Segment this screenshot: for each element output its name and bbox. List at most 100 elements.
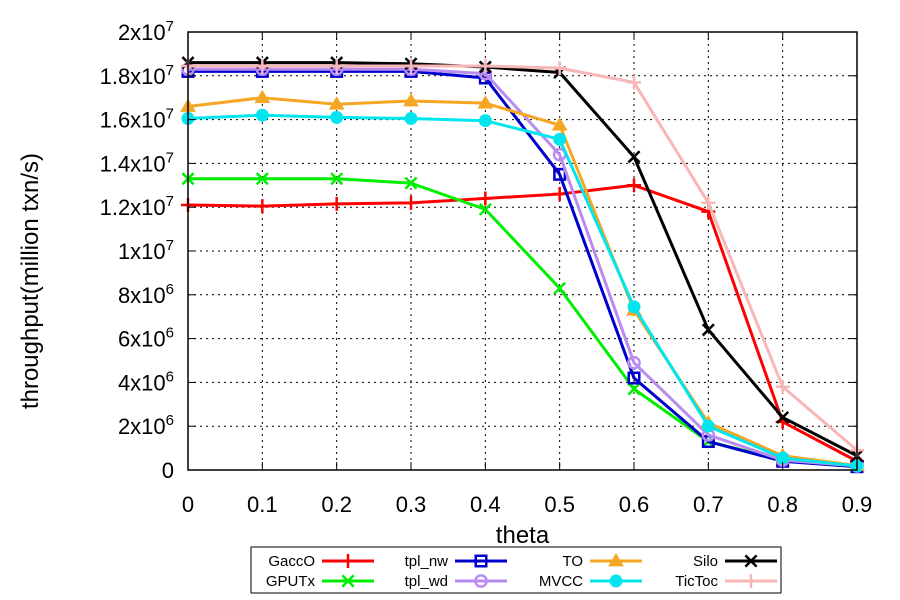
series-gputx [181,172,864,474]
x-tick-label: 0.4 [470,492,501,517]
y-tick-label: 8x106 [118,281,174,308]
data-point-mvcc [478,114,492,128]
data-point-mvcc [255,108,269,122]
y-tick-label: 2x106 [118,412,174,439]
legend-marker-tpl-wd [474,574,488,588]
data-point-tpl-wd [627,355,641,370]
series-lines [180,56,865,474]
series-line-to [187,96,858,468]
legend-label-silo: Silo [693,553,718,570]
legend-marker-gputx [341,574,355,588]
series-gacco [181,178,864,469]
x-tick-label: 0.2 [321,492,352,517]
legend-item-tictoc: TicToc [675,573,777,590]
series-line-tpl-nw [188,69,858,469]
data-point-tpl-nw [627,371,641,385]
data-point-tictoc [775,379,790,394]
legend-item-gputx: GPUTx [266,573,374,590]
legend-label-tictoc: TicToc [675,573,718,590]
series-tpl-nw [181,64,864,474]
legend: GaccO GPUTx tpl_nw tpl_wd TO MVCC Silo TicToc [250,546,782,594]
data-point-to [551,117,568,131]
data-point-tictoc [552,61,567,76]
legend-marker-mvcc [609,574,623,588]
data-point-to [254,89,271,104]
legend-item-tpl-wd: tpl_wd [405,573,507,590]
data-point-gputx [553,281,567,295]
series-to [180,89,865,472]
x-tick-label: 0.8 [767,492,798,517]
data-point-gputx [478,202,492,216]
legend-marker-tictoc [744,574,758,588]
axis-ticks: 0 0.1 0.2 0.3 0.4 0.5 0.6 0.7 0.8 0.9 0 2x106 4x106 6… [100,18,873,517]
y-tick-label: 1.8x107 [100,62,174,89]
data-point-gacco [627,178,641,193]
series-line-gacco [187,183,858,463]
data-point-tictoc [329,58,344,73]
legend-marker-tpl-nw [474,554,488,568]
legend-box [250,546,782,594]
legend-label-tpl-wd: tpl_wd [405,573,448,590]
x-axis-title: theta [496,522,550,549]
x-tick-label: 0.1 [247,492,278,517]
y-axis-title: throughput(million txn/s) [17,153,44,409]
x-tick-label: 0 [182,492,194,517]
y-tick-label: 6x106 [118,325,174,352]
y-tick-label: 0 [162,458,174,483]
legend-item-gacco: GaccO [268,553,374,570]
legend-item-silo: Silo [693,553,777,570]
legend-marker-to [608,553,624,567]
x-tick-label: 0.9 [842,492,873,517]
data-point-gacco [255,199,270,214]
data-point-tictoc [701,195,716,210]
series-silo [181,56,864,463]
grid-lines [188,32,857,470]
data-point-to [403,92,419,107]
data-point-silo [776,410,790,424]
x-tick-label: 0.6 [619,492,650,517]
data-point-gacco [404,195,418,210]
x-tick-label: 0.3 [396,492,427,517]
series-line-mvcc [187,113,858,468]
y-tick-label: 1.2x107 [100,193,174,220]
series-line-silo [188,61,858,458]
legend-label-to: TO [562,553,583,570]
legend-label-gacco: GaccO [268,553,315,570]
data-point-tpl-nw [553,167,567,181]
data-point-to [328,96,345,110]
data-point-silo [627,150,641,164]
legend-item-tpl-nw: tpl_nw [405,553,507,570]
x-tick-label: 0.7 [693,492,724,517]
data-point-tictoc [404,58,418,73]
data-point-tictoc [255,58,270,73]
data-point-tictoc [478,58,493,73]
data-point-tictoc [627,75,641,90]
x-tick-label: 0.5 [544,492,575,517]
y-tick-label: 4x106 [118,368,174,395]
y-tick-label: 1.4x107 [100,149,174,176]
legend-item-mvcc: MVCC [539,573,642,590]
legend-label-mvcc: MVCC [539,573,583,590]
data-point-mvcc [627,300,641,314]
legend-item-to: TO [562,553,642,570]
data-point-gputx [627,382,641,396]
data-point-silo [701,323,715,337]
data-point-gacco [478,191,493,206]
data-point-mvcc [404,112,418,125]
legend-label-tpl-nw: tpl_nw [405,553,449,570]
series-mvcc [181,108,864,473]
data-point-to [477,95,494,109]
data-point-gputx [330,172,344,186]
series-line-tictoc [188,64,858,452]
data-point-gacco [329,196,344,211]
plot-frame [187,31,858,471]
data-point-gacco [552,187,567,202]
data-point-gputx [255,172,269,186]
y-tick-label: 1.6x107 [100,106,174,133]
legend-label-gputx: GPUTx [266,573,316,590]
y-tick-label: 1x107 [118,237,174,264]
data-point-mvcc [553,132,567,146]
y-tick-label: 2x107 [118,18,174,45]
data-point-mvcc [701,419,715,433]
